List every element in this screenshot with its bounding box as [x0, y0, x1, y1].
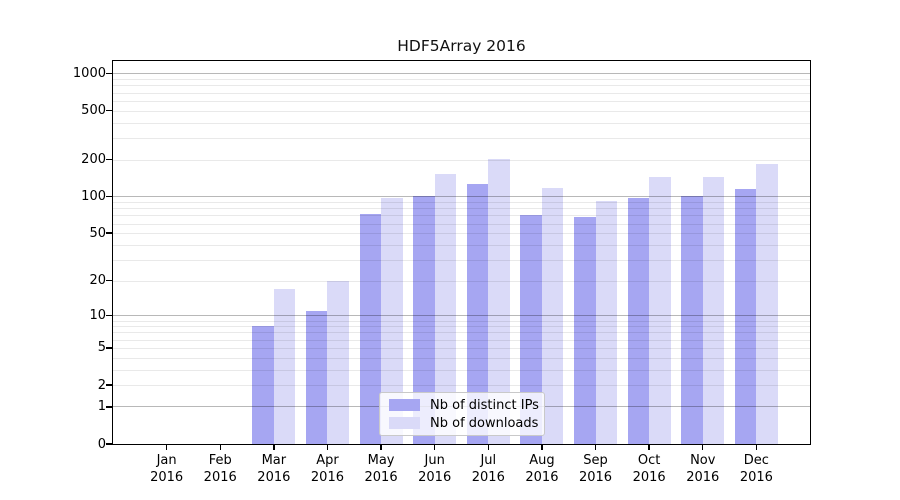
y-axis-tick-label: 100 [81, 188, 106, 204]
gridline-minor [113, 137, 810, 139]
x-axis-tick [594, 444, 597, 450]
y-axis-tick-label: 0 [97, 436, 106, 452]
y-axis-tick [106, 443, 112, 445]
y-axis-tick-label: 20 [89, 273, 106, 289]
y-axis-tick-label: 500 [81, 103, 106, 119]
bar-downloads [595, 200, 618, 444]
x-axis-tick-label: Feb 2016 [185, 452, 255, 486]
y-axis-tick-label: 2 [97, 377, 106, 393]
x-axis-tick [755, 444, 758, 450]
x-axis-tick-label: Jan 2016 [132, 452, 202, 486]
x-axis-tick-label: May 2016 [346, 452, 416, 486]
gridline-minor [113, 92, 810, 94]
x-axis-tick [487, 444, 489, 450]
bar-downloads [434, 174, 457, 444]
legend: Nb of distinct IPs Nb of downloads [379, 392, 545, 436]
x-axis-tick-label: Oct 2016 [614, 452, 684, 486]
x-axis-tick-year: 2016 [525, 470, 559, 485]
y-axis-tick [106, 406, 112, 408]
bar-distinct-ips [413, 196, 435, 444]
x-axis-tick [541, 444, 543, 450]
gridline-major [113, 72, 810, 75]
bar-distinct-ips [734, 189, 757, 444]
gridline-minor [113, 100, 810, 102]
x-axis-tick [165, 444, 168, 450]
y-axis-tick [106, 158, 112, 161]
x-axis-tick [380, 444, 382, 450]
gridline-minor [113, 79, 810, 81]
gridline-minor [113, 110, 810, 112]
x-axis-tick-label: Mar 2016 [239, 452, 309, 486]
bar-downloads [273, 288, 296, 444]
x-axis-tick-label: Jul 2016 [453, 452, 523, 486]
bar-distinct-ips [359, 213, 382, 444]
gridline-minor [113, 122, 810, 124]
bar-downloads [756, 164, 778, 444]
x-axis-tick-year: 2016 [632, 470, 666, 485]
legend-label-downloads: Nb of downloads [430, 415, 539, 431]
x-axis-tick-year: 2016 [739, 470, 773, 485]
bar-distinct-ips [574, 216, 596, 444]
y-axis-tick-label: 1000 [72, 65, 106, 81]
y-axis-tick [106, 109, 112, 112]
x-axis-tick [648, 444, 650, 450]
x-axis-tick-label: Apr 2016 [292, 452, 362, 486]
x-axis-tick [326, 444, 329, 450]
x-axis-tick-year: 2016 [578, 470, 613, 485]
x-axis-tick [433, 444, 436, 450]
legend-label-distinct-ips: Nb of distinct IPs [430, 397, 539, 413]
bar-distinct-ips [681, 195, 703, 444]
x-axis-tick-label: Nov 2016 [668, 452, 738, 486]
x-axis-tick-label: Sep 2016 [561, 452, 631, 486]
x-axis-tick-year: 2016 [150, 470, 184, 485]
y-axis-tick-label: 1 [97, 399, 106, 415]
y-axis-tick-label: 200 [81, 152, 106, 168]
chart-title: HDF5Array 2016 [397, 37, 526, 55]
y-axis-tick-label: 10 [89, 307, 106, 323]
y-axis-tick-label: 50 [89, 225, 106, 241]
gridline-minor [113, 85, 810, 87]
bar-downloads [488, 159, 510, 444]
bar-distinct-ips [252, 326, 274, 444]
x-axis-tick-year: 2016 [310, 470, 344, 485]
x-axis-tick [702, 444, 704, 450]
x-axis-tick-label: Aug 2016 [507, 452, 577, 486]
bar-downloads [541, 188, 564, 444]
gridline-minor [113, 159, 810, 161]
x-axis-tick-year: 2016 [203, 470, 237, 485]
x-axis-tick-year: 2016 [257, 470, 291, 485]
y-axis-tick-label: 5 [97, 340, 106, 356]
bar-downloads [649, 177, 671, 444]
bar-downloads [327, 280, 349, 444]
y-axis-tick [106, 384, 112, 386]
x-axis-tick-label: Dec 2016 [721, 452, 791, 486]
y-axis-tick [106, 280, 112, 282]
y-axis-tick [106, 314, 112, 317]
y-axis-tick [106, 232, 112, 234]
legend-swatch-ips-icon [389, 399, 420, 411]
bar-distinct-ips [627, 197, 650, 444]
legend-item-distinct-ips: Nb of distinct IPs [380, 398, 544, 413]
bar-distinct-ips [466, 183, 489, 444]
y-axis-tick [106, 347, 112, 349]
bar-downloads [702, 176, 725, 444]
x-axis-tick [219, 444, 221, 450]
bar-downloads [381, 198, 403, 444]
x-axis-tick-year: 2016 [364, 470, 398, 485]
x-axis-tick-year: 2016 [418, 470, 452, 485]
legend-swatch-downloads-icon [389, 417, 420, 429]
x-axis-tick-year: 2016 [686, 470, 720, 485]
y-axis-tick [106, 72, 112, 75]
x-axis-tick-label: Jun 2016 [400, 452, 470, 486]
y-axis-tick [106, 195, 112, 198]
x-axis-tick [273, 444, 275, 450]
bar-distinct-ips [520, 215, 542, 444]
bar-distinct-ips [305, 310, 328, 444]
legend-item-downloads: Nb of downloads [380, 416, 544, 431]
x-axis-tick-year: 2016 [471, 470, 505, 485]
